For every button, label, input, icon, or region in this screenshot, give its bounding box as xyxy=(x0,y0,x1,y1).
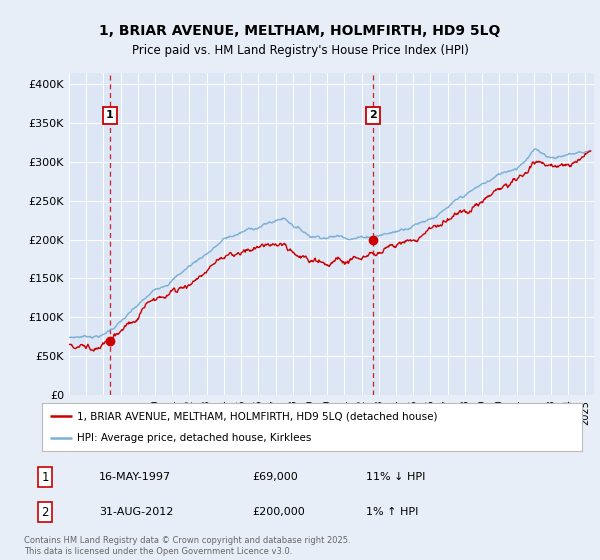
Text: 11% ↓ HPI: 11% ↓ HPI xyxy=(366,472,425,482)
Text: 1: 1 xyxy=(41,470,49,484)
Text: 16-MAY-1997: 16-MAY-1997 xyxy=(99,472,171,482)
Text: HPI: Average price, detached house, Kirklees: HPI: Average price, detached house, Kirk… xyxy=(77,433,311,443)
Text: 31-AUG-2012: 31-AUG-2012 xyxy=(99,507,173,517)
Text: 1, BRIAR AVENUE, MELTHAM, HOLMFIRTH, HD9 5LQ (detached house): 1, BRIAR AVENUE, MELTHAM, HOLMFIRTH, HD9… xyxy=(77,411,437,421)
Text: Price paid vs. HM Land Registry's House Price Index (HPI): Price paid vs. HM Land Registry's House … xyxy=(131,44,469,57)
Text: 1% ↑ HPI: 1% ↑ HPI xyxy=(366,507,418,517)
Text: £200,000: £200,000 xyxy=(252,507,305,517)
Text: Contains HM Land Registry data © Crown copyright and database right 2025.
This d: Contains HM Land Registry data © Crown c… xyxy=(24,536,350,556)
Text: 2: 2 xyxy=(41,506,49,519)
Text: 1: 1 xyxy=(106,110,113,120)
Text: £69,000: £69,000 xyxy=(252,472,298,482)
Text: 2: 2 xyxy=(369,110,377,120)
Text: 1, BRIAR AVENUE, MELTHAM, HOLMFIRTH, HD9 5LQ: 1, BRIAR AVENUE, MELTHAM, HOLMFIRTH, HD9… xyxy=(100,24,500,38)
